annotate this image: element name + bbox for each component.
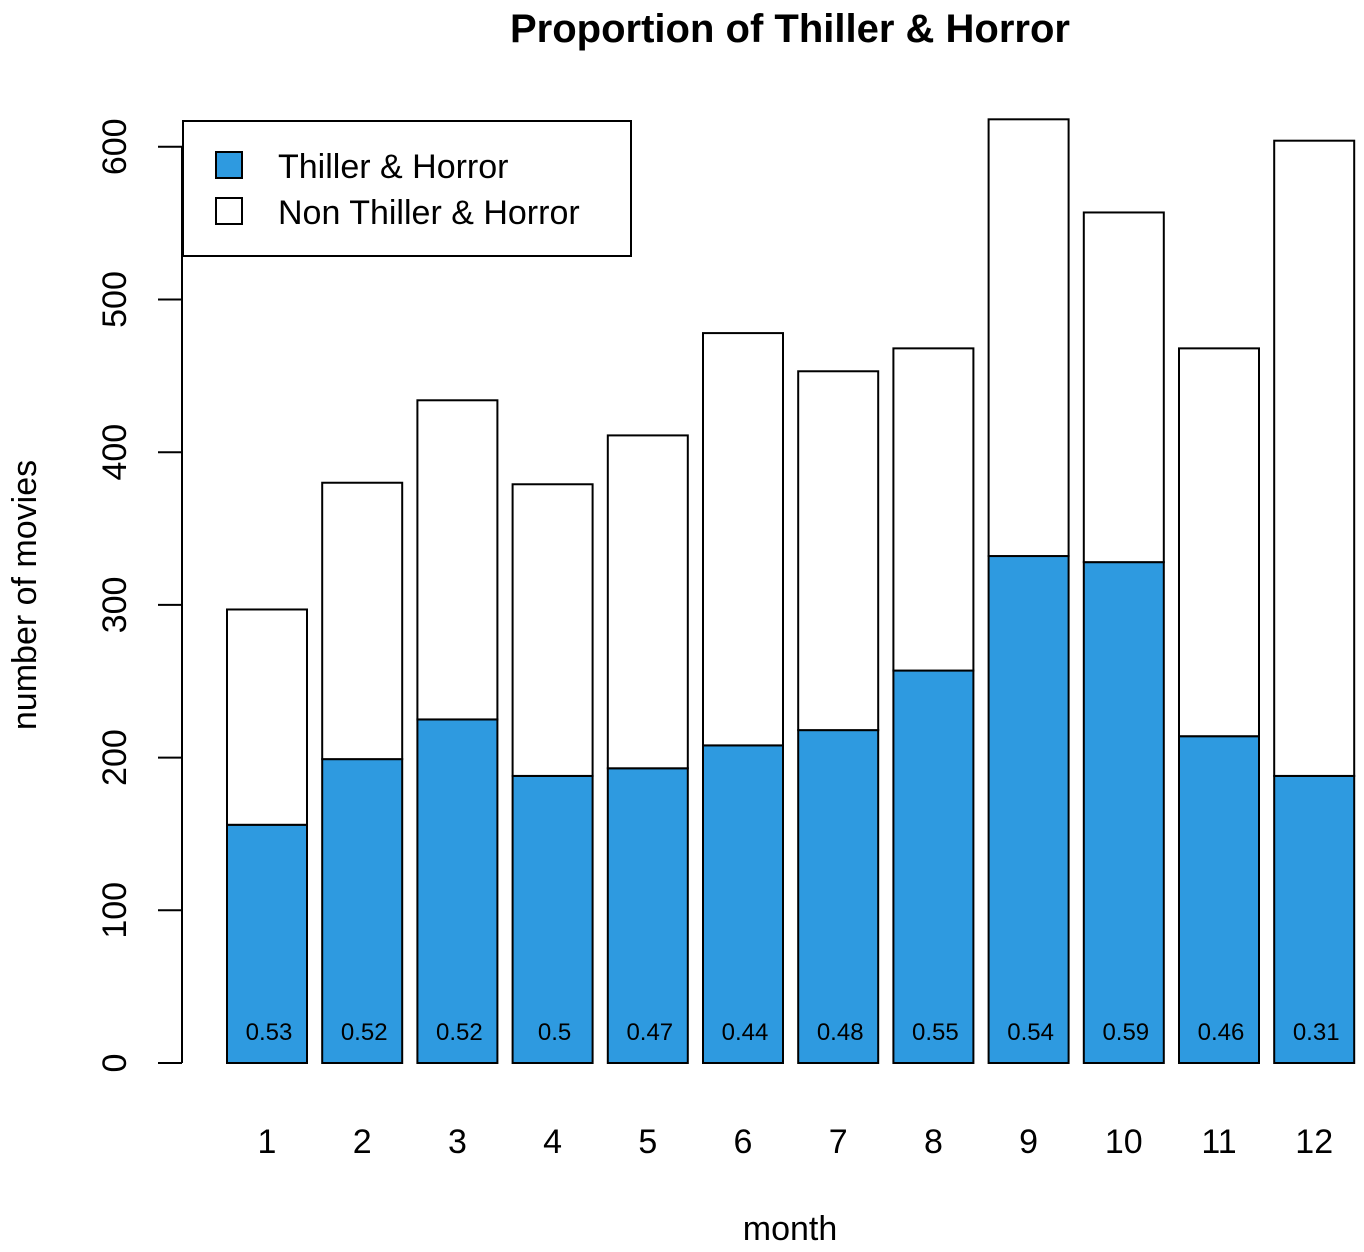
bar-non-thriller-horror xyxy=(511,483,594,777)
bar-thriller-horror xyxy=(1273,774,1356,1064)
y-tick-label: 200 xyxy=(96,729,134,786)
bar-non-thriller-horror xyxy=(892,347,975,672)
bar-thriller-horror xyxy=(1178,735,1260,1064)
bar-proportion-label: 0.46 xyxy=(1198,1019,1245,1046)
bar-thriller-horror xyxy=(892,669,975,1064)
chart-title: Proportion of Thiller & Horror xyxy=(510,7,1070,51)
x-tick-label: 3 xyxy=(448,1123,467,1161)
y-tick-label: 100 xyxy=(96,882,134,939)
bar-non-thriller-horror xyxy=(1273,139,1356,777)
bar-thriller-horror xyxy=(1082,561,1165,1064)
bar-proportion-label: 0.59 xyxy=(1102,1019,1149,1046)
x-tick-label: 8 xyxy=(924,1123,943,1161)
bar-thriller-horror xyxy=(416,718,499,1064)
bar-non-thriller-horror xyxy=(987,118,1070,558)
bar-non-thriller-horror xyxy=(606,434,689,770)
x-tick-label: 1 xyxy=(258,1123,277,1161)
x-tick-label: 10 xyxy=(1105,1123,1143,1161)
legend-box xyxy=(182,120,632,257)
bar-thriller-horror xyxy=(226,823,308,1065)
bar-non-thriller-horror xyxy=(416,399,499,721)
x-tick-label: 4 xyxy=(543,1123,562,1161)
y-tick-label: 400 xyxy=(96,424,134,481)
legend-swatch-thriller-horror xyxy=(215,151,243,179)
bar-thriller-horror xyxy=(511,774,594,1064)
bar-proportion-label: 0.48 xyxy=(817,1019,864,1046)
bar-thriller-horror xyxy=(321,758,404,1064)
bar-proportion-label: 0.55 xyxy=(912,1019,959,1046)
x-tick-label: 5 xyxy=(638,1123,657,1161)
bar-proportion-label: 0.54 xyxy=(1007,1019,1054,1046)
y-axis: 0 100 200 300 400 500 600 xyxy=(96,118,183,1073)
x-tick-label: 6 xyxy=(734,1123,753,1161)
x-tick-label: 7 xyxy=(829,1123,848,1161)
y-axis-label: number of movies xyxy=(6,460,44,730)
legend: Thiller & Horror Non Thiller & Horror xyxy=(182,120,632,257)
legend-swatch-non-thriller-horror xyxy=(215,197,243,225)
x-tick-label: 12 xyxy=(1295,1123,1333,1161)
bar-thriller-horror xyxy=(606,767,689,1064)
y-tick-label: 0 xyxy=(96,1054,134,1073)
bar-non-thriller-horror xyxy=(321,481,404,761)
bar-non-thriller-horror xyxy=(226,608,308,826)
bar-non-thriller-horror xyxy=(1082,211,1165,564)
bar-thriller-horror xyxy=(797,729,880,1064)
bar-proportion-label: 0.31 xyxy=(1293,1019,1340,1046)
y-tick-label: 500 xyxy=(96,271,134,328)
legend-label-thriller-horror: Thiller & Horror xyxy=(278,148,508,186)
bar-proportion-label: 0.53 xyxy=(246,1019,293,1046)
y-tick-label: 600 xyxy=(96,118,134,175)
x-tick-label: 2 xyxy=(353,1123,372,1161)
bar-thriller-horror xyxy=(987,555,1070,1064)
bar-thriller-horror xyxy=(702,744,784,1064)
legend-label-non-thriller-horror: Non Thiller & Horror xyxy=(278,194,580,232)
bar-proportion-label: 0.5 xyxy=(538,1019,571,1046)
bars-group: 0.53 0.52 0.52 0.5 0.47 0.44 0.48 0.55 0.54 0.59 0… xyxy=(226,118,1356,1065)
bar-non-thriller-horror xyxy=(702,332,784,747)
bar-proportion-label: 0.52 xyxy=(341,1019,388,1046)
x-tick-label: 11 xyxy=(1201,1123,1236,1161)
y-tick-label: 300 xyxy=(96,577,134,634)
bar-proportion-label: 0.52 xyxy=(436,1019,483,1046)
bar-proportion-label: 0.47 xyxy=(626,1019,673,1046)
x-axis-label: month xyxy=(743,1210,838,1248)
bar-non-thriller-horror xyxy=(797,370,880,732)
bar-proportion-label: 0.44 xyxy=(722,1019,769,1046)
bar-non-thriller-horror xyxy=(1178,347,1260,738)
x-tick-label: 9 xyxy=(1019,1123,1038,1161)
x-tick-labels: 1 2 3 4 5 6 7 8 9 10 11 12 xyxy=(258,1123,1334,1161)
